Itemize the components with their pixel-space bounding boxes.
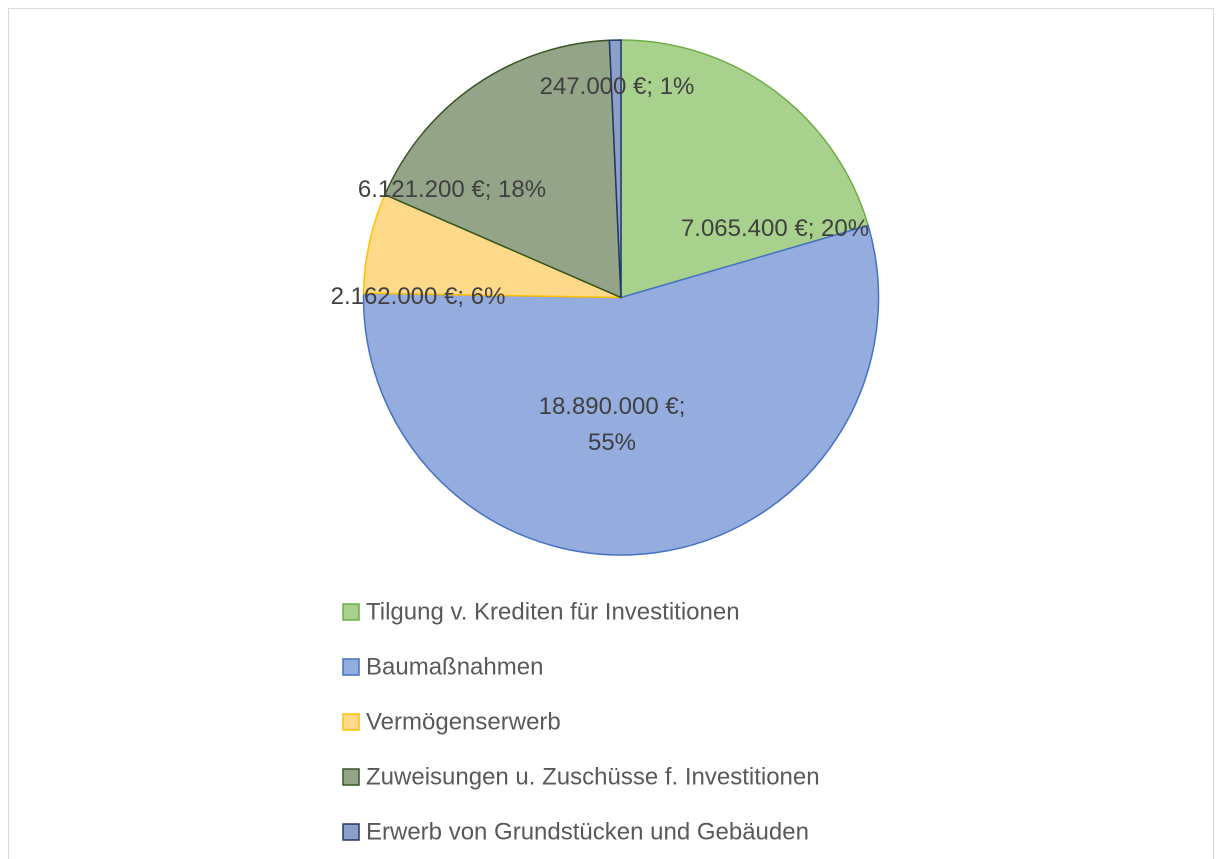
data-label: 6.121.200 €; 18% [357, 176, 547, 203]
legend-label: Erwerb von Grundstücken und Gebäuden [366, 818, 809, 845]
pie-slice [383, 39, 622, 299]
legend-label: Baumaßnahmen [366, 653, 543, 680]
data-label: 247.000 €; 1% [539, 73, 695, 100]
legend-label: Tilgung v. Krediten für Investitionen [366, 598, 740, 625]
data-label: 18.890.000 €; 55% [538, 393, 686, 456]
chart-frame [8, 8, 1214, 859]
legend-label: Vermögenserwerb [366, 708, 561, 735]
pie-slice [608, 39, 622, 298]
legend-swatch [342, 823, 360, 841]
legend-swatch [342, 603, 360, 621]
data-label: 2.162.000 €; 6% [330, 283, 506, 310]
pie-slice [362, 224, 880, 556]
data-label: 7.065.400 €; 20% [680, 215, 870, 242]
legend-swatch [342, 713, 360, 731]
pie-slice [620, 39, 870, 299]
legend-swatch [342, 658, 360, 676]
legend-label: Zuweisungen u. Zuschüsse f. Investitione… [366, 763, 820, 790]
legend-swatch [342, 768, 360, 786]
